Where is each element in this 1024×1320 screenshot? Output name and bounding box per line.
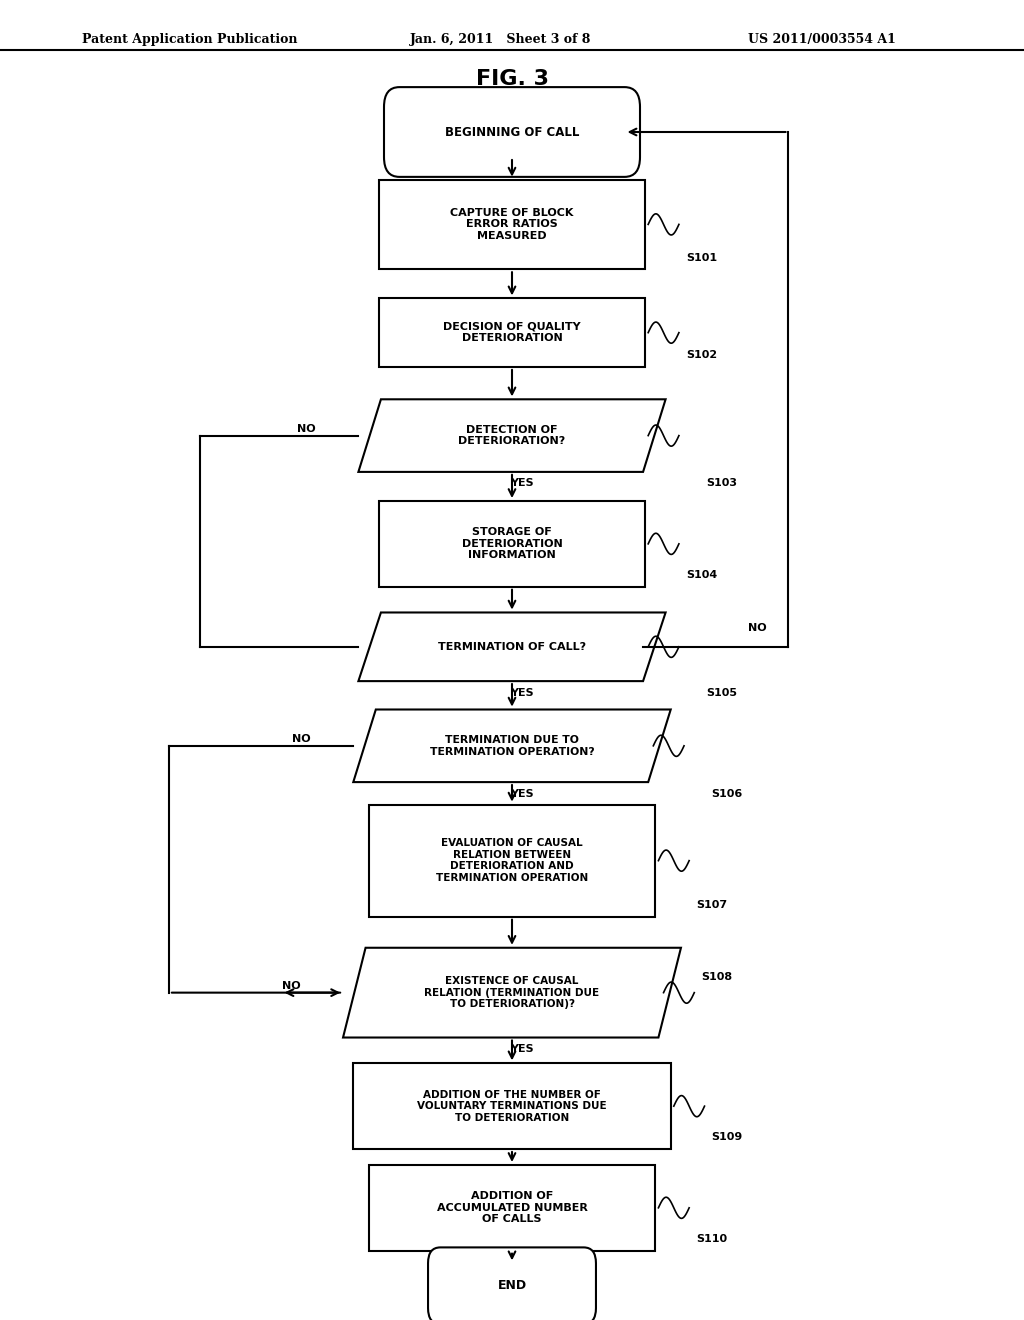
Polygon shape [358,399,666,471]
Text: S101: S101 [686,252,717,263]
Text: STORAGE OF
DETERIORATION
INFORMATION: STORAGE OF DETERIORATION INFORMATION [462,527,562,561]
Text: US 2011/0003554 A1: US 2011/0003554 A1 [748,33,895,46]
Text: S105: S105 [707,688,737,698]
Text: BEGINNING OF CALL: BEGINNING OF CALL [444,125,580,139]
Text: TERMINATION DUE TO
TERMINATION OPERATION?: TERMINATION DUE TO TERMINATION OPERATION… [430,735,594,756]
Text: YES: YES [510,688,535,698]
Bar [369,1164,655,1251]
Text: NO: NO [748,623,766,634]
Polygon shape [358,612,666,681]
Text: S110: S110 [696,1234,727,1243]
Text: YES: YES [510,789,535,799]
Text: S108: S108 [701,972,732,982]
Text: YES: YES [510,478,535,488]
Text: NO: NO [292,734,310,744]
Polygon shape [353,710,671,781]
Text: S107: S107 [696,900,727,911]
Bar [369,804,655,916]
Text: ADDITION OF
ACCUMULATED NUMBER
OF CALLS: ADDITION OF ACCUMULATED NUMBER OF CALLS [436,1191,588,1225]
Bar [379,180,645,269]
Text: Patent Application Publication: Patent Application Publication [82,33,297,46]
Bar [379,298,645,367]
Text: CAPTURE OF BLOCK
ERROR RATIOS
MEASURED: CAPTURE OF BLOCK ERROR RATIOS MEASURED [451,207,573,242]
Text: S104: S104 [686,570,718,581]
Text: NO: NO [282,981,300,991]
Text: TERMINATION OF CALL?: TERMINATION OF CALL? [438,642,586,652]
Text: EVALUATION OF CAUSAL
RELATION BETWEEN
DETERIORATION AND
TERMINATION OPERATION: EVALUATION OF CAUSAL RELATION BETWEEN DE… [436,838,588,883]
Text: S106: S106 [712,789,743,799]
Text: Jan. 6, 2011   Sheet 3 of 8: Jan. 6, 2011 Sheet 3 of 8 [410,33,591,46]
Bar [353,1064,671,1148]
Text: YES: YES [510,1044,535,1055]
Text: FIG. 3: FIG. 3 [475,69,549,88]
Polygon shape [343,948,681,1038]
Text: ADDITION OF THE NUMBER OF
VOLUNTARY TERMINATIONS DUE
TO DETERIORATION: ADDITION OF THE NUMBER OF VOLUNTARY TERM… [417,1089,607,1123]
Text: END: END [498,1279,526,1292]
Text: S102: S102 [686,350,717,360]
Text: EXISTENCE OF CAUSAL
RELATION (TERMINATION DUE
TO DETERIORATION)?: EXISTENCE OF CAUSAL RELATION (TERMINATIO… [424,975,600,1010]
Text: DECISION OF QUALITY
DETERIORATION: DECISION OF QUALITY DETERIORATION [443,322,581,343]
Bar [379,500,645,586]
Text: S109: S109 [712,1133,743,1142]
FancyBboxPatch shape [384,87,640,177]
Text: NO: NO [297,424,315,434]
Text: S103: S103 [707,478,737,488]
FancyBboxPatch shape [428,1247,596,1320]
Text: DETECTION OF
DETERIORATION?: DETECTION OF DETERIORATION? [459,425,565,446]
